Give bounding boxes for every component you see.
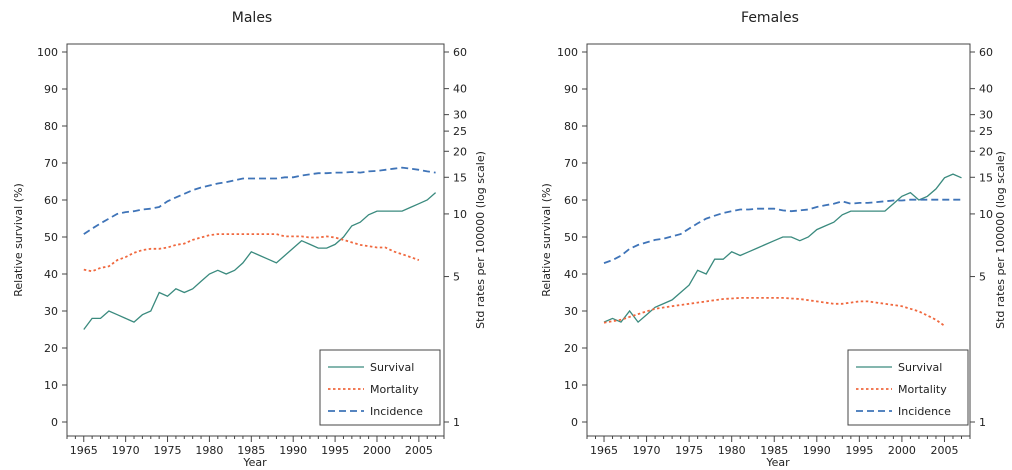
plot-frame bbox=[66, 43, 445, 437]
y2-tick-label: 20 bbox=[979, 145, 993, 158]
x-tick-label: 1965 bbox=[590, 444, 618, 457]
x-axis-ticks: 1965 1970 1975 1980 1985 1990 1995 2000 2005 bbox=[586, 436, 971, 457]
x-tick-label: 1970 bbox=[633, 444, 661, 457]
y-tick-label: 100 bbox=[557, 46, 578, 59]
x-tick-label: 1980 bbox=[195, 444, 223, 457]
y2-tick-label: 20 bbox=[453, 145, 467, 158]
x-tick-label: 1985 bbox=[760, 444, 788, 457]
y-tick-label: 90 bbox=[564, 83, 578, 96]
left-y-axis-ticks: 0 10 20 30 40 50 60 70 80 90 100 bbox=[37, 46, 67, 429]
plot-frame bbox=[586, 43, 971, 437]
legend-label-mortality: Mortality bbox=[370, 383, 419, 396]
series-line-incidence bbox=[83, 166, 436, 235]
x-tick-label: 1990 bbox=[279, 444, 307, 457]
x-tick-label: 1980 bbox=[718, 444, 746, 457]
y-tick-label: 20 bbox=[564, 342, 578, 355]
y2-tick-label: 10 bbox=[979, 208, 993, 221]
y2-tick-label: 30 bbox=[979, 109, 993, 122]
y-tick-label: 20 bbox=[44, 342, 58, 355]
y-tick-label: 90 bbox=[44, 83, 58, 96]
y-tick-label: 80 bbox=[44, 120, 58, 133]
legend-label-survival: Survival bbox=[370, 361, 414, 374]
x-tick-label: 2005 bbox=[930, 444, 958, 457]
x-tick-label: 1975 bbox=[154, 444, 182, 457]
chart-title: Females bbox=[741, 10, 799, 26]
y2-tick-label: 15 bbox=[979, 171, 993, 184]
y-tick-label: 40 bbox=[564, 268, 578, 281]
y2-tick-label: 60 bbox=[979, 46, 993, 59]
y2-tick-label: 60 bbox=[453, 46, 467, 59]
legend-label-mortality: Mortality bbox=[898, 383, 947, 396]
y-tick-label: 10 bbox=[44, 379, 58, 392]
y-tick-label: 50 bbox=[564, 231, 578, 244]
series-line-survival bbox=[603, 173, 962, 324]
series-line-survival bbox=[83, 192, 437, 330]
x-tick-label: 1970 bbox=[112, 444, 140, 457]
x-tick-label: 1965 bbox=[70, 444, 98, 457]
legend-label-incidence: Incidence bbox=[898, 405, 951, 418]
right-y-axis-label: Std rates per 100000 (log scale) bbox=[994, 151, 1007, 329]
series-line-incidence bbox=[603, 198, 962, 264]
x-tick-label: 2005 bbox=[405, 444, 433, 457]
y-tick-label: 0 bbox=[51, 416, 58, 429]
series-layer bbox=[83, 166, 437, 330]
y-axis-label: Relative survival (%) bbox=[540, 183, 553, 297]
y-tick-label: 60 bbox=[44, 194, 58, 207]
y-tick-label: 100 bbox=[37, 46, 58, 59]
y2-tick-label: 40 bbox=[979, 83, 993, 96]
y-tick-label: 70 bbox=[44, 157, 58, 170]
legend-label-incidence: Incidence bbox=[370, 405, 423, 418]
y-tick-label: 50 bbox=[44, 231, 58, 244]
x-tick-label: 1995 bbox=[845, 444, 873, 457]
series-line-mortality bbox=[603, 296, 946, 327]
y-tick-label: 40 bbox=[44, 268, 58, 281]
y-tick-label: 30 bbox=[564, 305, 578, 318]
series-line-mortality bbox=[83, 233, 420, 273]
x-tick-label: 2000 bbox=[363, 444, 391, 457]
y-tick-label: 80 bbox=[564, 120, 578, 133]
x-tick-label: 1975 bbox=[675, 444, 703, 457]
y-tick-label: 0 bbox=[571, 416, 578, 429]
y2-tick-label: 25 bbox=[453, 125, 467, 138]
x-tick-label: 2000 bbox=[888, 444, 916, 457]
y-tick-label: 70 bbox=[564, 157, 578, 170]
chart-title: Males bbox=[232, 10, 272, 26]
y2-tick-label: 5 bbox=[979, 271, 986, 284]
chart-females: Females 1965 1970 1975 1980 1985 1990 1995 2000… bbox=[540, 10, 1007, 469]
y2-tick-label: 1 bbox=[453, 416, 460, 429]
legend: Survival Mortality Incidence bbox=[319, 349, 441, 426]
y2-tick-label: 5 bbox=[453, 271, 460, 284]
y2-tick-label: 15 bbox=[453, 171, 467, 184]
right-y-axis-label: Std rates per 100000 (log scale) bbox=[474, 151, 487, 329]
x-tick-label: 1985 bbox=[237, 444, 265, 457]
legend-box bbox=[319, 349, 441, 426]
x-axis-ticks: 1965 1970 1975 1980 1985 1990 1995 2000 2005 bbox=[66, 436, 445, 457]
x-tick-label: 1990 bbox=[803, 444, 831, 457]
y2-tick-label: 25 bbox=[979, 125, 993, 138]
y2-tick-label: 10 bbox=[453, 208, 467, 221]
chart-males: Males 1965 1970 1975 1980 1985 1990 1995 2000 20… bbox=[12, 10, 487, 469]
y-axis-label: Relative survival (%) bbox=[12, 183, 25, 297]
y2-tick-label: 30 bbox=[453, 109, 467, 122]
legend-box bbox=[847, 349, 969, 426]
series-layer bbox=[603, 173, 962, 327]
left-y-axis-ticks: 0 10 20 30 40 50 60 70 80 90 100 bbox=[557, 46, 587, 429]
x-axis-label: Year bbox=[242, 456, 267, 469]
y-tick-label: 60 bbox=[564, 194, 578, 207]
x-tick-label: 1995 bbox=[321, 444, 349, 457]
y2-tick-label: 1 bbox=[979, 416, 986, 429]
y2-tick-label: 40 bbox=[453, 83, 467, 96]
y-tick-label: 30 bbox=[44, 305, 58, 318]
x-axis-label: Year bbox=[765, 456, 790, 469]
legend-label-survival: Survival bbox=[898, 361, 942, 374]
y-tick-label: 10 bbox=[564, 379, 578, 392]
legend: Survival Mortality Incidence bbox=[847, 349, 969, 426]
